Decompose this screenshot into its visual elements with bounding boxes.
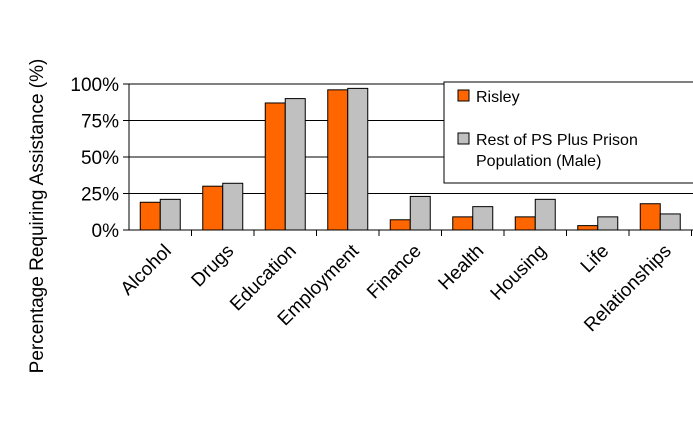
bar-rest-finance xyxy=(409,195,431,231)
legend-label-rest-line-2: Population (Male) xyxy=(476,153,601,170)
bar-rest-drugs xyxy=(222,182,244,231)
y-tick-label: 100% xyxy=(70,75,119,96)
bar-risley-education xyxy=(264,102,286,231)
legend-swatch-risley xyxy=(457,89,470,102)
category-label-drugs: Drugs xyxy=(188,241,239,292)
y-tick-label: 25% xyxy=(81,185,119,206)
legend-label-risley: Risley xyxy=(476,89,520,106)
bar-rest-relationships xyxy=(659,213,681,231)
bar-risley-finance xyxy=(389,219,411,231)
category-label-health: Health xyxy=(435,241,489,295)
bar-rest-employment xyxy=(347,87,369,231)
bar-rest-life xyxy=(597,216,619,231)
axes xyxy=(128,84,693,236)
bar-risley-employment xyxy=(327,89,349,231)
bar-risley-drugs xyxy=(202,185,224,231)
bar-risley-health xyxy=(452,216,474,231)
bar-rest-education xyxy=(284,98,306,231)
legend-label-rest-line-1: Rest of PS Plus Prison xyxy=(476,132,638,149)
legend-box xyxy=(443,81,693,184)
y-axis-ticks: 0% 25% 50% 75% 100% xyxy=(70,75,129,242)
y-tick-label: 0% xyxy=(92,221,120,242)
category-label-housing: Housing xyxy=(487,241,551,305)
y-tick-label: 50% xyxy=(81,148,119,169)
category-label-finance: Finance xyxy=(363,241,426,304)
category-label-alcohol: Alcohol xyxy=(117,241,176,300)
y-tick-label: 75% xyxy=(81,112,119,133)
legend-swatch-rest xyxy=(457,132,470,145)
category-label-life: Life xyxy=(577,241,614,278)
bar-rest-alcohol xyxy=(159,198,181,231)
bars xyxy=(139,87,681,231)
legend: Risley Rest of PS Plus Prison Population… xyxy=(443,81,693,184)
bar-risley-alcohol xyxy=(139,201,161,231)
bar-rest-health xyxy=(472,206,494,231)
bar-risley-life xyxy=(577,225,599,231)
bar-risley-housing xyxy=(514,216,536,231)
bar-risley-relationships xyxy=(639,203,661,231)
bar-rest-housing xyxy=(534,198,556,231)
y-axis-title: Percentage Requiring Assistance (%) xyxy=(27,59,48,374)
